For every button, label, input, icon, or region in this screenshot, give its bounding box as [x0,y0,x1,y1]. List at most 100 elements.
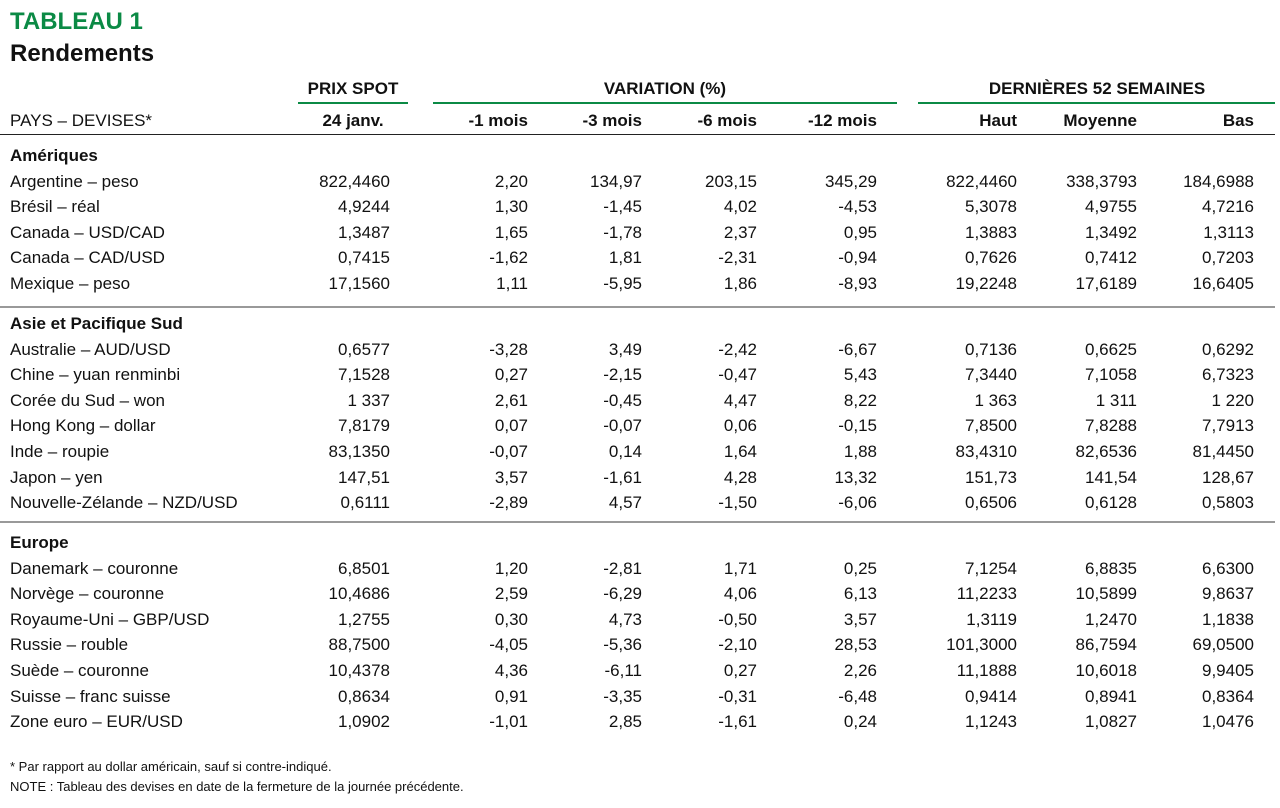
section-rule [0,521,1275,523]
cell: 1,3113 [1203,222,1254,242]
cell: 9,8637 [1202,584,1254,604]
cell: 3,57 [494,467,528,487]
row-label: Nouvelle-Zélande – NZD/USD [10,493,238,513]
cell: -2,31 [718,248,757,268]
cell: 1,2755 [338,609,390,629]
cell: -2,42 [718,339,757,359]
cell: 6,8835 [1085,558,1137,578]
cell: 5,43 [843,365,877,385]
cell: -6,06 [838,493,877,513]
cell: 0,6292 [1202,339,1254,359]
cell: 0,95 [843,222,877,242]
cell: 82,6536 [1075,442,1137,461]
cell: 4,9755 [1085,197,1137,217]
column-header: Bas [1222,111,1254,130]
column-header: Moyenne [1063,111,1137,130]
column-header: Haut [979,111,1017,130]
cell: 1,0827 [1085,712,1137,732]
group-rule [433,102,897,104]
cell: 1 363 [974,390,1017,410]
cell: 0,6625 [1085,339,1137,359]
cell: 4,9244 [338,197,390,217]
cell: -4,05 [489,635,528,655]
cell: 7,1254 [965,558,1017,578]
row-label: Brésil – réal [10,197,100,217]
cell: 1 311 [1095,390,1137,410]
cell: -3,35 [603,686,642,706]
cell: 7,8288 [1085,416,1137,436]
row-label: Suisse – franc suisse [10,686,171,706]
row-label: Suède – couronne [10,661,149,680]
row-label: Hong Kong – dollar [10,416,156,436]
cell: 8,22 [843,390,877,410]
row-label: Danemark – couronne [10,558,179,578]
cell: 0,25 [843,558,877,578]
cell: 338,3793 [1066,171,1137,191]
cell: 147,51 [338,467,390,487]
cell: -6,48 [838,686,877,706]
cell: -0,94 [838,248,877,268]
column-header: 24 janv. [322,111,384,130]
cell: -1,50 [718,493,757,513]
cell: 822,4460 [946,171,1017,191]
cell: 0,6111 [340,493,390,513]
cell: 1,81 [608,248,642,268]
footnote: NOTE : Tableau des devises en date de la… [10,779,464,794]
cell: 7,8179 [338,416,390,436]
cell: 2,61 [494,390,528,410]
column-header: -12 mois [808,111,877,130]
row-label: Japon – yen [10,467,103,487]
column-header: -6 mois [697,111,757,130]
cell: 6,13 [843,584,877,604]
cell: 4,02 [723,197,757,217]
cell: 9,9405 [1202,661,1254,680]
cell: 2,85 [608,712,642,732]
cell: -0,07 [603,416,642,436]
cell: 1,30 [494,197,528,217]
cell: 184,6988 [1183,171,1254,191]
cell: 7,7913 [1202,416,1254,436]
cell: 1,1838 [1202,609,1254,629]
cell: 4,36 [494,661,528,680]
row-label: Australie – AUD/USD [10,339,171,359]
row-label: Inde – roupie [10,442,110,461]
cell: 16,6405 [1192,274,1254,293]
cell: 0,5803 [1202,493,1254,513]
cell: -0,50 [718,609,757,629]
cell: -6,29 [603,584,642,604]
cell: 1,65 [494,222,528,242]
cell: 1,88 [843,442,877,461]
cell: 3,57 [843,609,877,629]
cell: 10,5899 [1075,584,1137,604]
cell: 0,06 [723,416,757,436]
cell: 0,30 [494,609,528,629]
header-rule [0,134,1275,135]
cell: -1,01 [489,712,528,732]
cell: -2,10 [718,635,757,655]
row-label: Mexique – peso [10,274,131,293]
row-label: Chine – yuan renminbi [10,365,181,385]
cell: 6,8501 [338,558,390,578]
cell: 822,4460 [319,171,390,191]
cell: 2,59 [494,584,528,604]
cell: 1,3119 [966,609,1017,629]
cell: -0,07 [489,442,528,461]
cell: 1,3487 [338,222,390,242]
cell: 1,0476 [1202,712,1254,732]
cell: 0,6128 [1085,493,1137,513]
cell: 4,28 [723,467,757,487]
cell: 0,8941 [1085,686,1137,706]
cell: 4,73 [608,609,642,629]
cell: 13,32 [834,467,877,487]
cell: 2,37 [723,222,757,242]
cell: 0,8364 [1202,686,1254,706]
cell: 17,1560 [328,274,390,293]
group-rule [918,102,1275,104]
cell: 0,07 [494,416,528,436]
footnote: * Par rapport au dollar américain, sauf … [10,759,332,774]
cell: -2,81 [603,558,642,578]
cell: -6,67 [838,339,877,359]
cell: -1,78 [603,222,642,242]
group-heading: VARIATION (%) [603,79,727,98]
